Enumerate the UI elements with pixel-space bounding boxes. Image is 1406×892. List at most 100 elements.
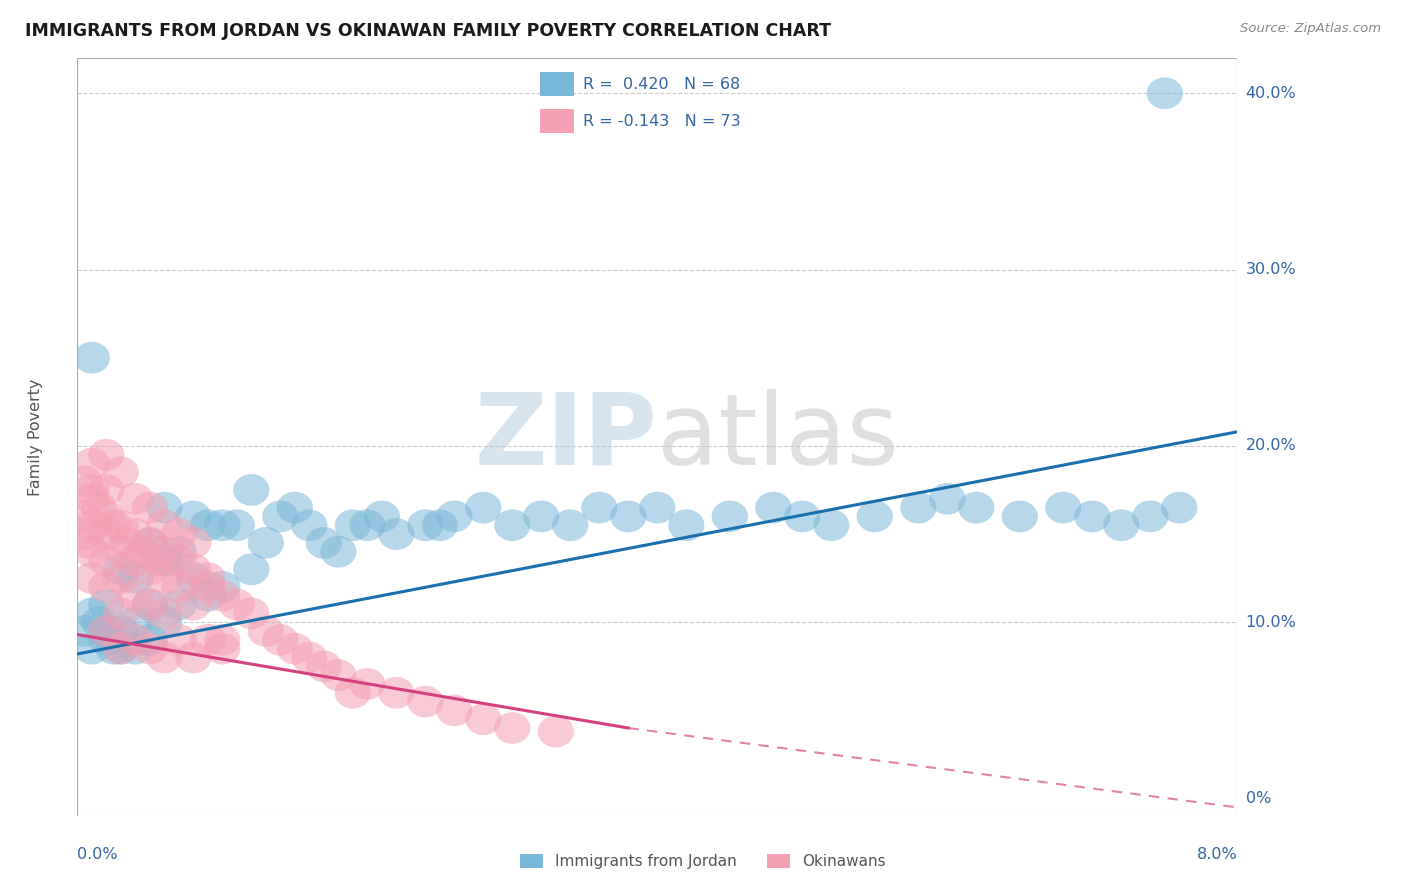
Ellipse shape <box>103 457 139 488</box>
Ellipse shape <box>378 518 415 550</box>
Ellipse shape <box>139 545 176 576</box>
Ellipse shape <box>176 641 211 673</box>
Ellipse shape <box>465 703 502 735</box>
Ellipse shape <box>1161 491 1198 524</box>
Ellipse shape <box>160 571 197 603</box>
Ellipse shape <box>96 509 132 541</box>
Ellipse shape <box>204 571 240 603</box>
Text: Source: ZipAtlas.com: Source: ZipAtlas.com <box>1240 22 1381 36</box>
Ellipse shape <box>73 509 110 541</box>
Ellipse shape <box>321 659 357 691</box>
Ellipse shape <box>291 509 328 541</box>
Text: 8.0%: 8.0% <box>1197 847 1237 862</box>
Ellipse shape <box>204 580 240 612</box>
Ellipse shape <box>247 615 284 647</box>
Ellipse shape <box>408 686 443 717</box>
Ellipse shape <box>146 491 183 524</box>
Ellipse shape <box>89 589 125 621</box>
Legend: Immigrants from Jordan, Okinawans: Immigrants from Jordan, Okinawans <box>513 848 893 875</box>
Ellipse shape <box>494 509 530 541</box>
Ellipse shape <box>69 527 105 558</box>
Ellipse shape <box>117 483 153 515</box>
Ellipse shape <box>537 715 574 747</box>
Ellipse shape <box>89 545 125 576</box>
Ellipse shape <box>73 598 110 629</box>
Ellipse shape <box>132 527 167 558</box>
Text: atlas: atlas <box>658 389 898 485</box>
Ellipse shape <box>73 475 110 506</box>
Text: 10.0%: 10.0% <box>1246 615 1296 630</box>
Ellipse shape <box>73 562 110 594</box>
Ellipse shape <box>204 632 240 665</box>
Ellipse shape <box>277 632 314 665</box>
Ellipse shape <box>785 500 821 533</box>
Ellipse shape <box>146 598 183 629</box>
Ellipse shape <box>204 509 240 541</box>
Ellipse shape <box>132 491 167 524</box>
Ellipse shape <box>132 632 167 665</box>
Ellipse shape <box>176 553 211 585</box>
Ellipse shape <box>66 518 103 550</box>
Ellipse shape <box>89 615 125 647</box>
Ellipse shape <box>856 500 893 533</box>
Ellipse shape <box>422 509 458 541</box>
Text: R = -0.143   N = 73: R = -0.143 N = 73 <box>583 113 741 128</box>
Ellipse shape <box>335 509 371 541</box>
Ellipse shape <box>103 553 139 585</box>
Ellipse shape <box>190 580 226 612</box>
Ellipse shape <box>73 536 110 567</box>
Ellipse shape <box>436 695 472 726</box>
Ellipse shape <box>117 632 153 665</box>
Ellipse shape <box>1074 500 1111 533</box>
Ellipse shape <box>349 509 385 541</box>
Ellipse shape <box>553 509 589 541</box>
Ellipse shape <box>89 439 125 471</box>
FancyBboxPatch shape <box>540 72 574 96</box>
Ellipse shape <box>900 491 936 524</box>
Ellipse shape <box>103 615 139 647</box>
Ellipse shape <box>132 589 167 621</box>
Ellipse shape <box>132 589 167 621</box>
Ellipse shape <box>1104 509 1139 541</box>
Ellipse shape <box>408 509 443 541</box>
Ellipse shape <box>247 527 284 558</box>
Ellipse shape <box>160 536 197 567</box>
Ellipse shape <box>1132 500 1168 533</box>
Ellipse shape <box>117 580 153 612</box>
Ellipse shape <box>103 598 139 629</box>
Ellipse shape <box>89 475 125 506</box>
Ellipse shape <box>103 562 139 594</box>
Text: 40.0%: 40.0% <box>1246 86 1296 101</box>
Ellipse shape <box>117 624 153 656</box>
Ellipse shape <box>929 483 966 515</box>
Ellipse shape <box>436 500 472 533</box>
Ellipse shape <box>610 500 647 533</box>
Ellipse shape <box>66 466 103 497</box>
Ellipse shape <box>73 483 110 515</box>
Ellipse shape <box>96 632 132 665</box>
Ellipse shape <box>117 607 153 638</box>
Ellipse shape <box>813 509 849 541</box>
Ellipse shape <box>160 545 197 576</box>
Ellipse shape <box>63 500 100 533</box>
Ellipse shape <box>711 500 748 533</box>
Text: Family Poverty: Family Poverty <box>28 378 44 496</box>
Ellipse shape <box>204 624 240 656</box>
Ellipse shape <box>176 562 211 594</box>
Ellipse shape <box>110 527 146 558</box>
Ellipse shape <box>132 553 167 585</box>
Ellipse shape <box>160 589 197 621</box>
Ellipse shape <box>262 500 298 533</box>
Ellipse shape <box>117 562 153 594</box>
Ellipse shape <box>190 624 226 656</box>
Ellipse shape <box>146 641 183 673</box>
Ellipse shape <box>1147 78 1182 109</box>
Ellipse shape <box>523 500 560 533</box>
Ellipse shape <box>89 518 125 550</box>
Text: ZIP: ZIP <box>474 389 658 485</box>
Ellipse shape <box>160 624 197 656</box>
Ellipse shape <box>335 677 371 708</box>
Ellipse shape <box>262 624 298 656</box>
Ellipse shape <box>305 527 342 558</box>
Text: R =  0.420   N = 68: R = 0.420 N = 68 <box>583 77 740 92</box>
